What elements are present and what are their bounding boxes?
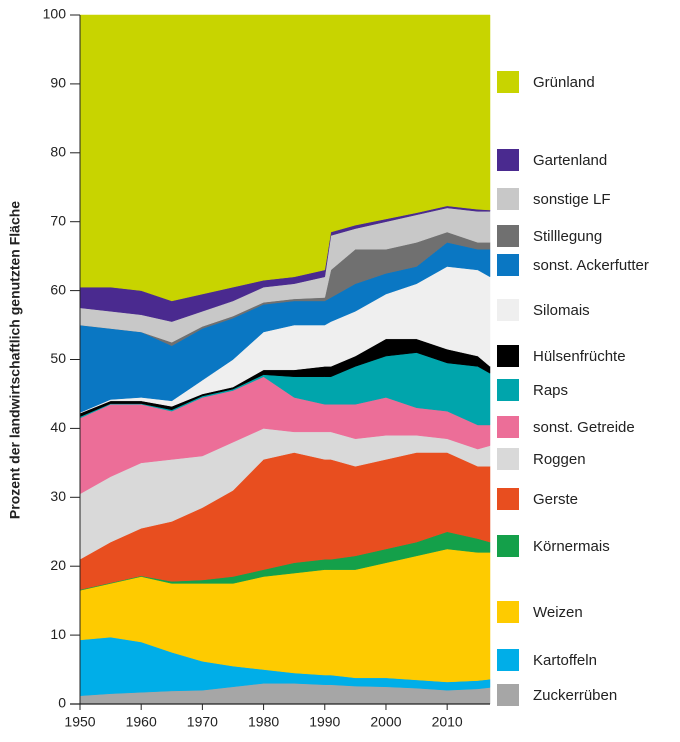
y-tick-label: 30	[50, 488, 66, 504]
legend-swatch	[497, 684, 519, 706]
legend-swatch	[497, 71, 519, 93]
legend-swatch	[497, 254, 519, 276]
legend-swatch	[497, 488, 519, 510]
y-tick-label: 60	[50, 281, 66, 297]
y-tick-label: 70	[50, 212, 66, 228]
legend-swatch	[497, 601, 519, 623]
legend-swatch	[497, 379, 519, 401]
legend-label: Weizen	[533, 604, 583, 621]
legend-label: sonstige LF	[533, 191, 611, 208]
legend-label: sonst. Ackerfutter	[533, 257, 649, 274]
legend-label: Silomais	[533, 302, 590, 319]
x-tick-label: 1980	[248, 714, 279, 730]
y-tick-label: 90	[50, 75, 66, 91]
legend-label: Zuckerrüben	[533, 687, 617, 704]
legend-swatch	[497, 535, 519, 557]
legend-swatch	[497, 649, 519, 671]
legend-label: Gartenland	[533, 152, 607, 169]
x-tick-label: 1970	[187, 714, 218, 730]
y-tick-label: 100	[43, 6, 67, 22]
legend-swatch	[497, 188, 519, 210]
x-tick-label: 1950	[64, 714, 95, 730]
legend-label: Gerste	[533, 491, 578, 508]
legend-label: Kartoffeln	[533, 652, 597, 669]
y-tick-label: 80	[50, 144, 66, 160]
y-tick-label: 50	[50, 350, 66, 366]
legend-swatch	[497, 345, 519, 367]
y-axis-label: Prozent der landwirtschaftlich genutzten…	[7, 201, 23, 519]
legend-swatch	[497, 448, 519, 470]
legend-swatch	[497, 416, 519, 438]
y-tick-label: 40	[50, 419, 66, 435]
legend-swatch	[497, 225, 519, 247]
legend-label: Stilllegung	[533, 228, 602, 245]
legend-label: Körnermais	[533, 538, 610, 555]
legend-label: Raps	[533, 382, 568, 399]
legend-label: Hülsenfrüchte	[533, 348, 626, 365]
x-tick-label: 1960	[126, 714, 157, 730]
y-tick-label: 20	[50, 557, 66, 573]
legend-label: sonst. Getreide	[533, 419, 635, 436]
legend-label: Roggen	[533, 451, 586, 468]
legend-swatch	[497, 149, 519, 171]
y-tick-label: 0	[58, 695, 66, 711]
legend-swatch	[497, 299, 519, 321]
legend-label: Grünland	[533, 74, 595, 91]
x-tick-label: 1990	[309, 714, 340, 730]
x-tick-label: 2000	[370, 714, 401, 730]
x-tick-label: 2010	[432, 714, 463, 730]
area	[79, 14, 491, 302]
y-tick-label: 10	[50, 626, 66, 642]
